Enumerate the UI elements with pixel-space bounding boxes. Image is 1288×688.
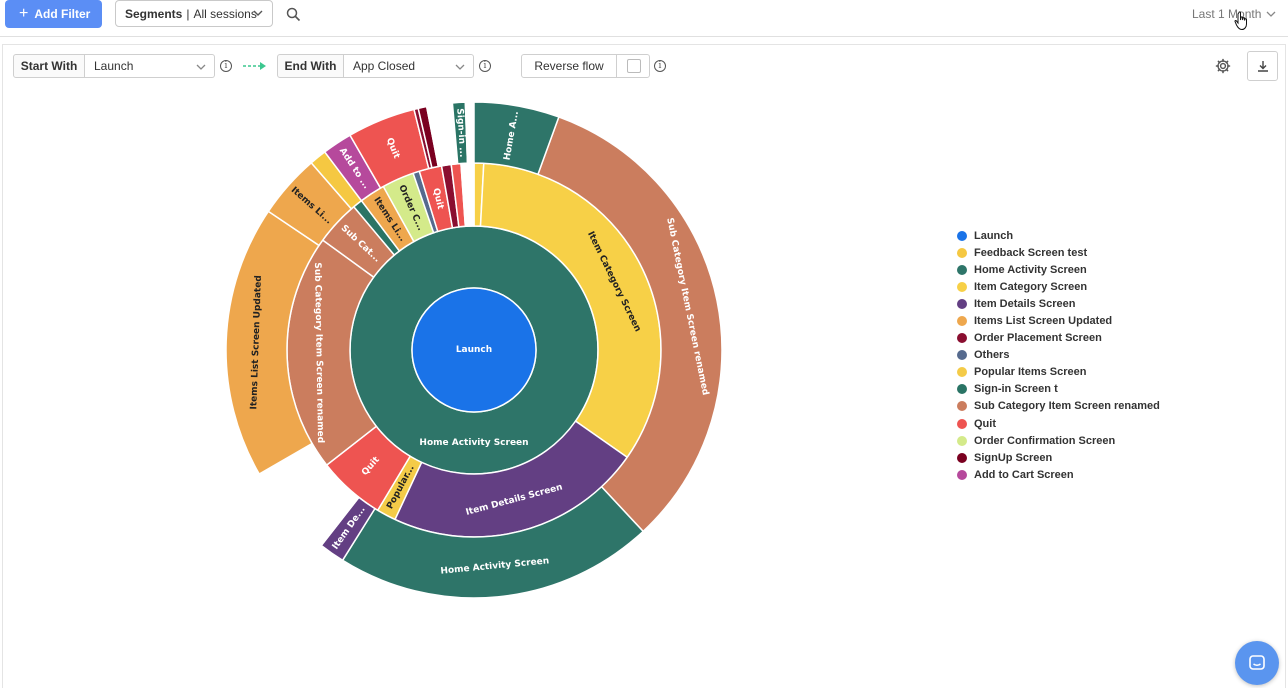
segment-label: Sub Category Item Screen renamed (312, 262, 325, 443)
segment-label: Home Activity Screen (419, 438, 528, 448)
legend-item[interactable]: SignUp Screen (957, 449, 1160, 466)
sunburst-root[interactable] (411, 287, 537, 413)
legend-dot (957, 418, 967, 429)
chart-legend: Launch Feedback Screen test Home Activity … (957, 227, 1160, 483)
plus-icon: + (19, 5, 29, 22)
chevron-down-icon (196, 64, 206, 70)
legend-label: Feedback Screen test (974, 246, 1088, 259)
segment-label: Sign-in ... (454, 108, 467, 158)
segments-value: All sessions (193, 6, 257, 21)
legend-label: Add to Cart Screen (974, 468, 1074, 481)
legend-item[interactable]: Popular Items Screen (957, 364, 1160, 381)
start-with-select[interactable]: Launch (85, 54, 215, 78)
legend-item[interactable]: Add to Cart Screen (957, 466, 1160, 483)
legend-label: Others (974, 349, 1010, 362)
legend-label: Order Confirmation Screen (974, 434, 1116, 447)
chart-panel (2, 44, 1286, 688)
reverse-flow-checkbox[interactable] (627, 59, 641, 73)
hand-cursor-icon (1234, 11, 1247, 31)
legend-dot (957, 298, 967, 309)
start-with-value: Launch (94, 59, 134, 73)
legend-label: Sub Category Item Screen renamed (974, 400, 1160, 413)
legend-item[interactable]: Sub Category Item Screen renamed (957, 398, 1160, 415)
date-range-selector[interactable]: Last 1 Month (1192, 7, 1262, 21)
legend-item[interactable]: Launch (957, 227, 1160, 244)
end-with-value: App Closed (353, 59, 416, 73)
legend-dot (957, 316, 967, 327)
legend-dot (957, 333, 967, 344)
legend-item[interactable]: Quit (957, 415, 1160, 432)
chevron-down-icon[interactable] (1266, 9, 1276, 19)
legend-label: Items List Screen Updated (974, 315, 1113, 328)
legend-label: Launch (974, 229, 1014, 242)
reverse-flow-toggle[interactable] (616, 54, 650, 78)
legend-dot (957, 384, 967, 395)
legend-dot (957, 469, 967, 480)
legend-dot (957, 281, 967, 292)
legend-item[interactable]: Feedback Screen test (957, 244, 1160, 261)
legend-dot (957, 452, 967, 463)
download-icon (1257, 61, 1268, 72)
segments-dropdown[interactable]: Segments | All sessions (115, 0, 273, 27)
legend-label: SignUp Screen (974, 451, 1053, 464)
legend-label: Home Activity Screen (974, 263, 1087, 276)
gear-icon[interactable] (1215, 58, 1231, 74)
search-icon[interactable] (286, 7, 301, 22)
chat-icon (1249, 655, 1265, 670)
legend-item[interactable]: Item Category Screen (957, 278, 1160, 295)
end-with-select[interactable]: App Closed (344, 54, 474, 78)
root-label: Launch (456, 345, 492, 355)
legend-item[interactable]: Sign-in Screen t (957, 381, 1160, 398)
legend-label: Item Details Screen (974, 297, 1076, 310)
start-with-label: Start With (13, 54, 85, 78)
sunburst-segment[interactable] (464, 101, 475, 164)
add-filter-button[interactable]: + Add Filter (5, 0, 102, 28)
flow-arrow-icon (243, 62, 266, 70)
segment-label: Items List Screen Updated (249, 275, 264, 410)
legend-label: Order Placement Screen (974, 332, 1102, 345)
legend-label: Popular Items Screen (974, 366, 1087, 379)
download-button[interactable] (1247, 51, 1278, 81)
legend-dot (957, 435, 967, 446)
segments-label: Segments (125, 6, 183, 21)
legend-item[interactable]: Order Confirmation Screen (957, 432, 1160, 449)
segments-separator: | (186, 6, 190, 21)
info-icon[interactable]: i (479, 60, 491, 72)
legend-label: Quit (974, 417, 996, 430)
legend-dot (957, 350, 967, 361)
legend-item[interactable]: Home Activity Screen (957, 261, 1160, 278)
info-icon[interactable]: i (654, 60, 666, 72)
legend-item[interactable]: Order Placement Screen (957, 330, 1160, 347)
top-toolbar: + Add Filter Segments | All sessions Las… (0, 0, 1288, 37)
legend-dot (957, 230, 967, 241)
legend-dot (957, 367, 967, 378)
legend-dot (957, 247, 967, 258)
legend-dot (957, 401, 967, 412)
info-icon[interactable]: i (220, 60, 232, 72)
end-with-label: End With (277, 54, 344, 78)
legend-item[interactable]: Item Details Screen (957, 295, 1160, 312)
legend-dot (957, 264, 967, 275)
sunburst-segment[interactable] (473, 101, 560, 176)
legend-label: Sign-in Screen t (974, 383, 1058, 396)
chevron-down-icon (455, 64, 465, 70)
chat-button[interactable] (1235, 641, 1279, 685)
legend-item[interactable]: Items List Screen Updated (957, 312, 1160, 329)
chevron-down-icon (253, 10, 263, 16)
legend-item[interactable]: Others (957, 347, 1160, 364)
legend-label: Item Category Screen (974, 280, 1088, 293)
sunburst-segment[interactable] (536, 115, 723, 533)
add-filter-label: Add Filter (34, 7, 91, 21)
